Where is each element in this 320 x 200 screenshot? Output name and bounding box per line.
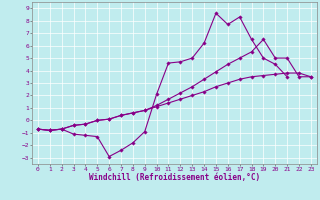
X-axis label: Windchill (Refroidissement éolien,°C): Windchill (Refroidissement éolien,°C) xyxy=(89,173,260,182)
